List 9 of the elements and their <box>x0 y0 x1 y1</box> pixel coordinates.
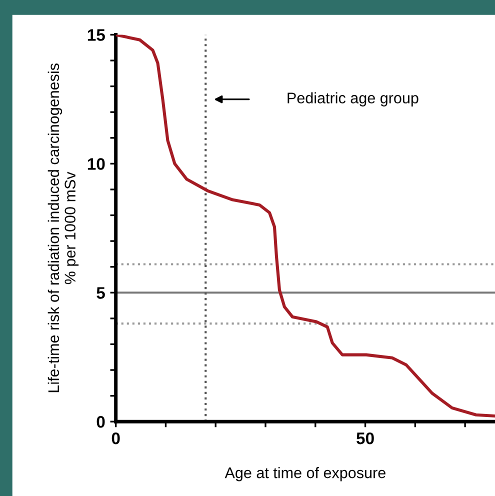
line-series <box>116 34 495 418</box>
y-tick-label: 10 <box>88 158 105 170</box>
y-tick-label: 5 <box>96 287 105 299</box>
x-axis-title: Age at time of exposure <box>224 467 386 482</box>
x-tick-label: 50 <box>356 432 374 444</box>
y-tick-label: 0 <box>96 416 105 428</box>
annotation: Pediatric age group <box>288 92 418 106</box>
y-axis-title: Life-time risk of radiation induced carcinogenesis % per 1000 mSv <box>48 64 79 392</box>
y-tick-label: 15 <box>88 29 105 41</box>
